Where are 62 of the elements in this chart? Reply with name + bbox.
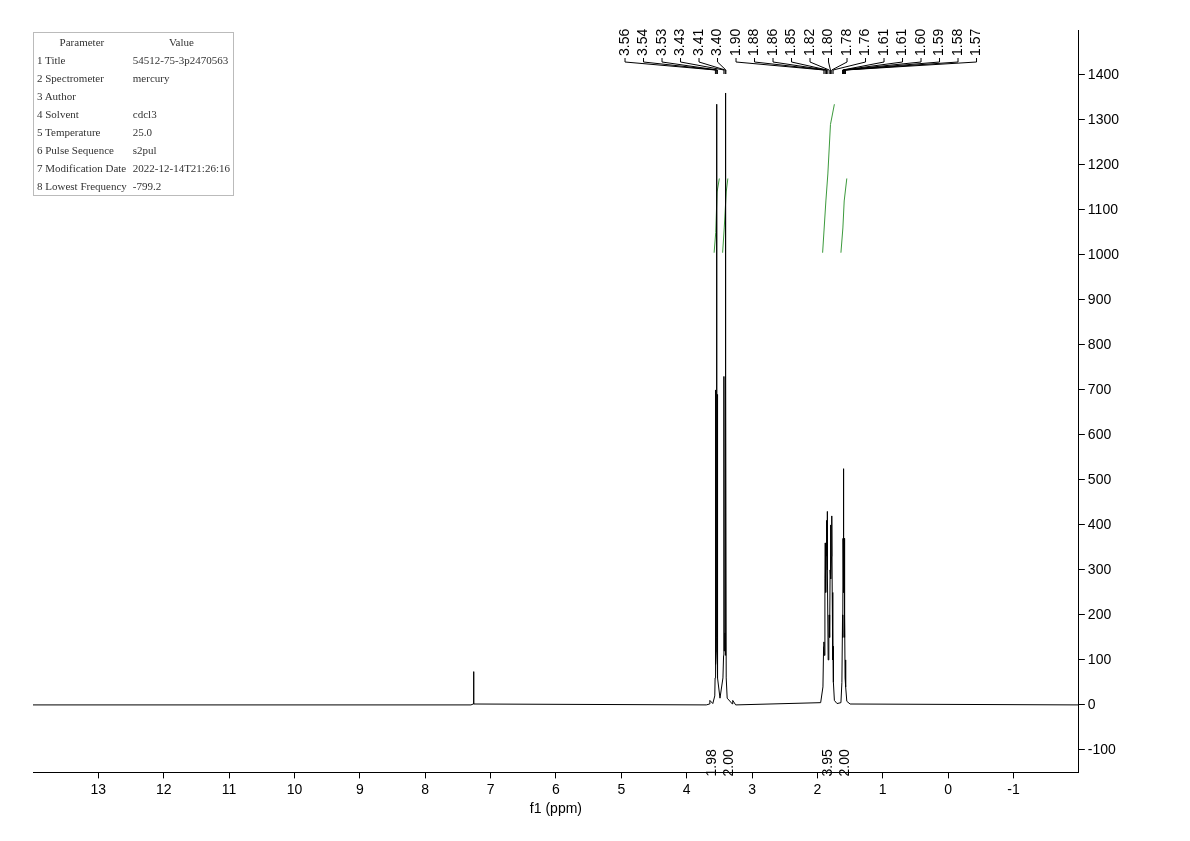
x-axis-title: f1 (ppm) [529, 800, 582, 817]
y-tick-label: 1100 [1087, 200, 1119, 217]
y-tick-label: 500 [1087, 470, 1112, 487]
annotation: 1.88 [745, 28, 762, 56]
y-tick-label: 0 [1087, 695, 1096, 712]
x-tick-label: -1 [1007, 780, 1020, 797]
annotation: 3.53 [652, 28, 669, 56]
text: 4 Solvent cdcl3 [37, 108, 157, 120]
x-tick-label: 4 [682, 780, 691, 797]
annotation: 3 Author [36, 89, 77, 104]
annotation: 1.85 [782, 28, 799, 56]
text: 1 Title 54512-75-3p2470563 [37, 54, 229, 66]
y-tick-label: 600 [1087, 425, 1112, 442]
annotation: 3.56 [615, 28, 632, 56]
annotation: 1.76 [856, 28, 873, 56]
x-tick-label: 12 [155, 780, 172, 797]
annotation: 3.43 [671, 28, 688, 56]
x-tick-label: 1 [878, 780, 887, 797]
y-tick-label: 700 [1087, 380, 1112, 397]
y-tick-label: 200 [1087, 605, 1112, 622]
x-tick-label: 10 [286, 780, 303, 797]
y-tick-label: 1000 [1087, 245, 1120, 262]
text: 6 Pulse Sequence s2pul [37, 144, 157, 156]
x-tick-label: 9 [355, 780, 364, 797]
annotation: 1.58 [948, 28, 965, 56]
annotation: 8 Lowest Frequency -799.2 [36, 179, 163, 194]
x-tick-label: 0 [944, 780, 953, 797]
annotation: 3.40 [708, 28, 725, 56]
annotation: 7 Modification Date 2022-12-14T21:26:16 [36, 161, 231, 176]
annotation: 1.90 [726, 28, 743, 56]
annotation: 1.57 [967, 28, 984, 56]
x-tick-label: 5 [617, 780, 626, 797]
x-tick-label: 2 [813, 780, 822, 797]
annotation: 1.80 [819, 28, 836, 56]
y-tick-label: 100 [1087, 650, 1112, 667]
text: Parameter Value [59, 36, 194, 48]
annotation: 3.95 [818, 749, 835, 777]
y-tick-label: -100 [1087, 740, 1117, 757]
x-tick-label: 13 [90, 780, 107, 797]
annotation: 1.61 [893, 28, 910, 56]
text: 2 Spectrometer mercury [37, 72, 170, 84]
y-tick-label: 1300 [1087, 110, 1120, 127]
y-tick-label: 300 [1087, 560, 1112, 577]
y-tick-label: 1400 [1087, 65, 1120, 82]
annotation: 3.54 [634, 28, 651, 56]
x-tick-label: 8 [421, 780, 430, 797]
annotation: 1.86 [763, 28, 780, 56]
y-tick-label: 400 [1087, 515, 1112, 532]
x-tick-label: 6 [552, 780, 561, 797]
annotation: 1.61 [874, 28, 891, 56]
annotation: 1.60 [911, 28, 928, 56]
x-tick-label: 11 [221, 780, 237, 797]
annotation: 1.59 [930, 28, 947, 56]
annotation: 1.82 [800, 28, 817, 56]
y-tick-label: 800 [1087, 335, 1112, 352]
y-tick-label: 900 [1087, 290, 1112, 307]
annotation: 3.41 [689, 28, 706, 56]
y-tick-label: 1200 [1087, 155, 1120, 172]
text: 5 Temperature 25.0 [37, 126, 153, 138]
x-tick-label: 3 [748, 780, 757, 797]
x-tick-label: 7 [486, 780, 495, 797]
annotation: 1.78 [837, 28, 854, 56]
